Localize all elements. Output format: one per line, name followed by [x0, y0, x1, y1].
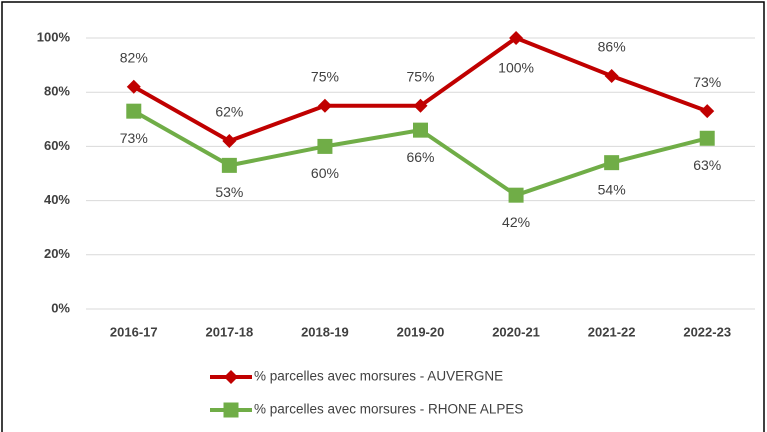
data-label: 66%	[406, 149, 434, 165]
data-label: 42%	[502, 214, 530, 230]
data-label: 53%	[215, 184, 243, 200]
data-label: 63%	[693, 157, 721, 173]
data-point	[126, 79, 141, 94]
data-label: 54%	[598, 181, 626, 197]
data-label: 75%	[406, 68, 434, 84]
y-tick-label: 0%	[51, 300, 70, 315]
x-tick-label: 2016-17	[110, 324, 158, 339]
data-label: 62%	[215, 104, 243, 120]
x-tick-label: 2017-18	[205, 324, 253, 339]
x-tick-label: 2018-19	[301, 324, 349, 339]
data-label: 73%	[693, 74, 721, 90]
data-label: 60%	[311, 165, 339, 181]
x-tick-label: 2019-20	[397, 324, 445, 339]
y-tick-label: 20%	[44, 246, 70, 261]
y-tick-label: 60%	[44, 138, 70, 153]
data-point	[699, 130, 715, 146]
y-tick-label: 100%	[37, 29, 71, 44]
data-point	[700, 104, 715, 119]
data-point	[604, 155, 620, 171]
data-point	[604, 68, 619, 83]
data-label: 100%	[498, 60, 534, 76]
data-point	[222, 133, 237, 148]
data-label: 75%	[311, 68, 339, 84]
data-point	[317, 98, 332, 113]
data-point	[317, 138, 333, 154]
legend-marker	[224, 370, 238, 384]
data-point	[508, 187, 524, 203]
data-point	[221, 157, 237, 173]
y-tick-label: 80%	[44, 84, 70, 99]
data-label: 73%	[120, 130, 148, 146]
data-point	[413, 122, 428, 138]
data-point	[413, 98, 428, 113]
data-label: 86%	[598, 39, 626, 55]
data-label: 82%	[120, 49, 148, 65]
legend-label: % parcelles avec morsures - RHONE ALPES	[254, 402, 523, 417]
x-tick-label: 2021-22	[588, 324, 636, 339]
x-tick-label: 2022-23	[683, 324, 731, 339]
x-tick-label: 2020-21	[492, 324, 540, 339]
legend-marker	[223, 402, 239, 418]
data-point	[126, 103, 142, 119]
y-tick-label: 40%	[44, 192, 70, 207]
legend-label: % parcelles avec morsures - AUVERGNE	[254, 369, 503, 384]
data-point	[509, 31, 524, 45]
